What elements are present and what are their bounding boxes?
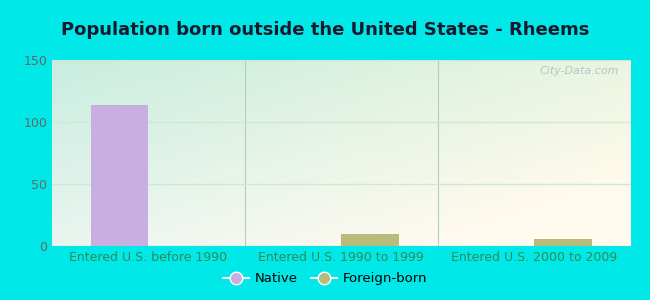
Bar — [90, 105, 148, 246]
Legend: Native, Foreign-born: Native, Foreign-born — [218, 267, 432, 290]
Text: City-Data.com: City-Data.com — [540, 66, 619, 76]
Bar — [534, 238, 592, 246]
Text: Population born outside the United States - Rheems: Population born outside the United State… — [61, 21, 589, 39]
Bar — [341, 234, 399, 246]
